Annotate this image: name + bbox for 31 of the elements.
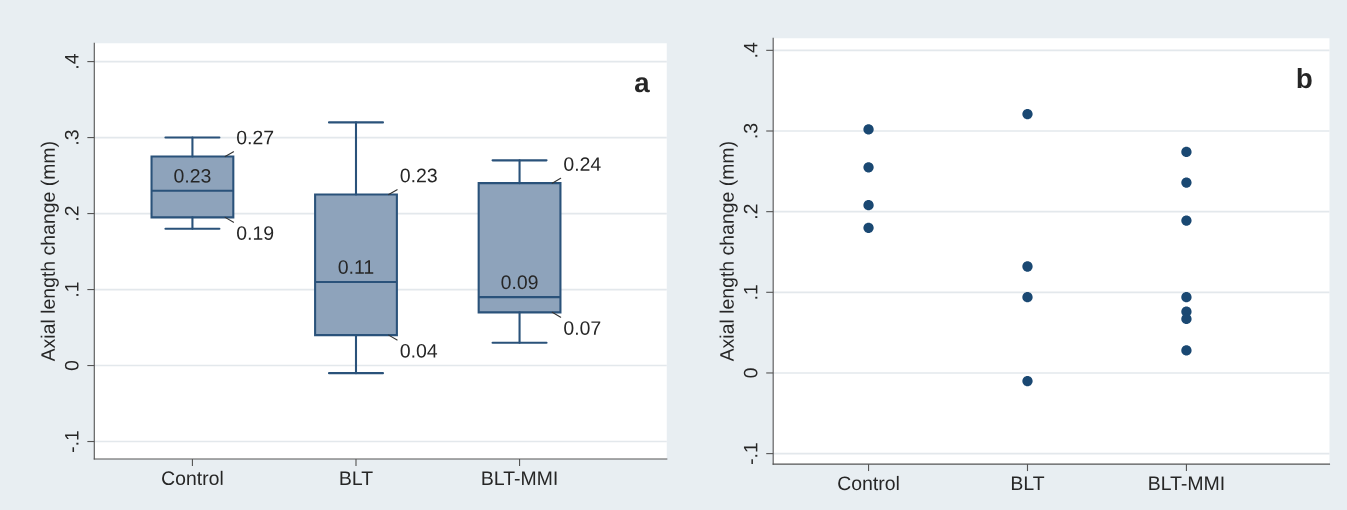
x-tick-label: BLT-MMI (482, 471, 557, 485)
x-tick-label: Control (162, 470, 223, 486)
annotation: 0.24 (564, 157, 601, 171)
y-tick-label: .3 (743, 123, 758, 138)
y-tick-label: .1 (743, 285, 758, 299)
annotation: 0.23 (174, 168, 211, 183)
y-axis-title: Axial length change (mm) (719, 142, 738, 362)
y-tick-label: .2 (743, 204, 758, 218)
y-tick-label: .4 (65, 54, 79, 68)
y-tick-label: -.1 (743, 443, 758, 465)
annotation: 0.19 (237, 226, 274, 240)
y-tick-label: .1 (65, 282, 79, 296)
annotation: 0.27 (237, 130, 274, 145)
y-tick-label: -.1 (65, 431, 79, 452)
y-tick-label: 0 (64, 360, 79, 371)
annotation: 0.09 (501, 275, 538, 290)
y-tick-label: .2 (64, 206, 79, 220)
x-tick-label: BLT (1011, 476, 1045, 490)
y-tick-label: .4 (743, 42, 758, 57)
x-tick-label: BLT-MMI (1149, 476, 1224, 490)
annotation: b (1297, 67, 1312, 89)
x-tick-label: Control (838, 475, 899, 491)
y-tick-label: .3 (64, 130, 79, 144)
x-tick-label: BLT (340, 471, 373, 485)
y-axis-title: Axial length change (mm) (40, 142, 59, 362)
annotation: 0.23 (400, 168, 437, 183)
annotation: 0.11 (338, 260, 374, 274)
annotation: 0.07 (564, 321, 601, 335)
annotation: a (634, 77, 650, 93)
y-tick-label: 0 (743, 368, 758, 378)
annotation: 0.04 (400, 343, 438, 358)
